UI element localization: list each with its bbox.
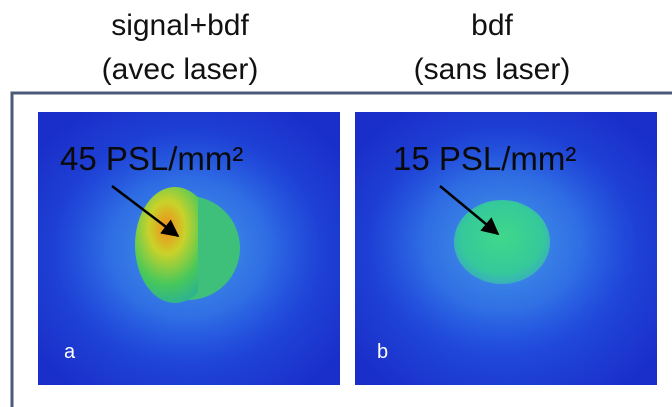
arrow — [439, 185, 500, 236]
annotation: 45 PSL/mm² — [60, 140, 243, 177]
panel-title: bdf — [471, 9, 513, 42]
panel-subtitle: (sans laser) — [414, 53, 571, 86]
image-panel — [355, 112, 657, 385]
arrow — [111, 185, 180, 238]
image-panel — [38, 112, 340, 385]
panel-title: signal+bdf — [111, 9, 249, 42]
panel-subtitle: (avec laser) — [102, 53, 259, 86]
annotation: 15 PSL/mm² — [393, 140, 576, 177]
frame — [10, 91, 672, 407]
panel-letter: b — [377, 341, 388, 363]
panel-letter: a — [64, 341, 76, 363]
